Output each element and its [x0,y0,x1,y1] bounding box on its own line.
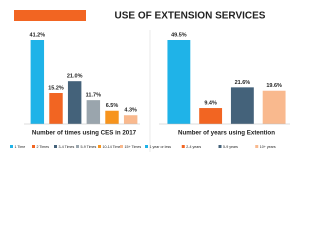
legend-swatch [255,145,259,148]
legend-label: 10+ years [260,145,276,149]
legend-label: 2-4 years [186,145,201,149]
bar [123,115,138,124]
chart-title: Number of years using Extention [178,130,275,137]
value-label: 49.5% [171,32,187,38]
legend-swatch [76,145,79,148]
legend-label: 15+ Times [125,145,142,149]
bar [167,40,191,124]
bar [230,87,254,124]
page-title: USE OF EXTENSION SERVICES [115,11,266,22]
bar [67,81,82,124]
legend-label: 3-4 Times [59,145,75,149]
legend-label: 10-14 Times [103,145,123,149]
legend-swatch [145,145,148,148]
value-label: 41.2% [30,32,46,38]
value-label: 15.2% [48,85,64,91]
legend-swatch [10,145,13,148]
legend-swatch [32,145,35,148]
legend-swatch [120,145,123,148]
legend-label: 5-9 Times [81,145,97,149]
chart-title: Number of times using CES in 2017 [32,130,137,137]
bar [49,93,63,124]
bar [30,40,45,124]
bar [86,100,101,124]
value-label: 21.0% [67,74,83,80]
legend-swatch [181,145,185,148]
chart: USE OF EXTENSION SERVICES 41.2% 15.2%21.0… [10,10,290,152]
legend-swatch [54,145,57,148]
value-label: 19.6% [266,83,282,89]
header-bar [14,10,86,21]
legend-label: 1 year or less [150,145,172,149]
legend-label: 1 Time [15,145,26,149]
bar [199,108,223,124]
value-label: 6.5% [106,103,119,109]
value-label: 21.6% [235,80,251,86]
value-label: 9.4% [204,101,217,107]
legend-swatch [218,145,222,148]
legend-label: 2 Times [37,145,50,149]
bar [105,110,119,124]
value-label: 11.7% [86,93,101,99]
legend-swatch [98,145,101,148]
value-label: 4.3% [124,108,137,114]
bar [262,90,286,124]
legend-label: 5-9 years [223,145,238,149]
